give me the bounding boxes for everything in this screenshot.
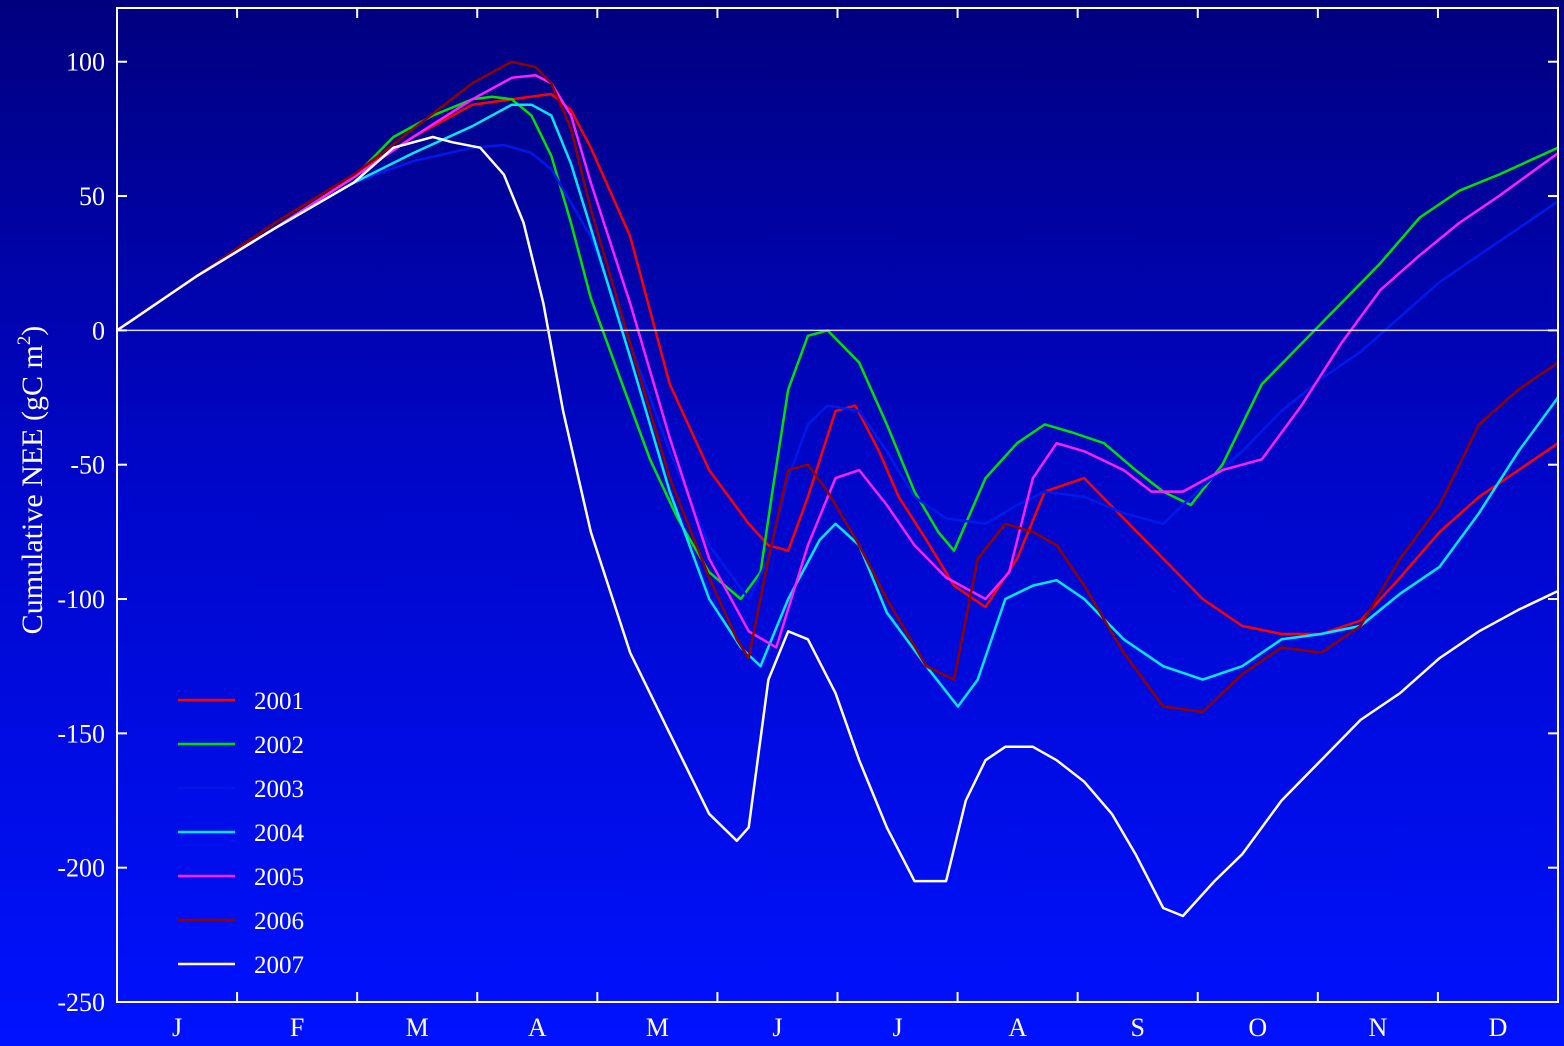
y-tick-label: -50 xyxy=(70,451,105,480)
series-line-2002 xyxy=(116,95,1559,601)
legend: 2001 2002 2003 2004 2005 2006 2007 xyxy=(178,688,305,979)
y-tick-label: -200 xyxy=(57,854,105,883)
series-lines xyxy=(116,60,1560,918)
y-tick-label: -250 xyxy=(57,988,105,1017)
series-line-2005 xyxy=(116,73,1559,649)
series-line-2001 xyxy=(116,92,1559,636)
legend-label: 2001 xyxy=(254,688,304,715)
x-month-label: D xyxy=(1489,1013,1508,1042)
axis-ticks xyxy=(117,8,1558,1003)
x-month-label: J xyxy=(892,1013,902,1042)
legend-label: 2003 xyxy=(254,776,304,803)
x-month-label: N xyxy=(1368,1013,1387,1042)
legend-label: 2004 xyxy=(254,820,305,847)
x-month-label: J xyxy=(172,1013,182,1042)
y-tick-label: 0 xyxy=(92,316,105,345)
legend-label: 2007 xyxy=(254,952,304,979)
x-month-label: A xyxy=(528,1013,547,1042)
x-month-label: S xyxy=(1130,1013,1144,1042)
x-month-label: M xyxy=(406,1013,429,1042)
legend-label: 2006 xyxy=(254,908,304,935)
y-tick-labels: 100 50 0 -50 -100 -150 -200 -250 xyxy=(57,48,105,1017)
legend-label: 2005 xyxy=(254,864,304,891)
x-month-label: F xyxy=(290,1013,304,1042)
series-line-2004 xyxy=(116,103,1560,708)
y-tick-label: -100 xyxy=(57,585,105,614)
series-line-2003 xyxy=(116,143,1559,601)
x-month-label: O xyxy=(1248,1013,1267,1042)
x-month-label: M xyxy=(646,1013,669,1042)
legend-label: 2002 xyxy=(254,732,304,759)
y-tick-label: 50 xyxy=(79,182,105,211)
y-tick-label: 100 xyxy=(66,48,105,77)
series-line-2007 xyxy=(116,135,1559,918)
y-axis-title: Cumulative NEE (gC m2) xyxy=(14,326,49,635)
x-month-label: J xyxy=(772,1013,782,1042)
x-month-label: A xyxy=(1008,1013,1027,1042)
plot-frame xyxy=(116,7,1559,1003)
y-tick-label: -150 xyxy=(57,719,105,748)
series-line-2006 xyxy=(116,60,1559,714)
